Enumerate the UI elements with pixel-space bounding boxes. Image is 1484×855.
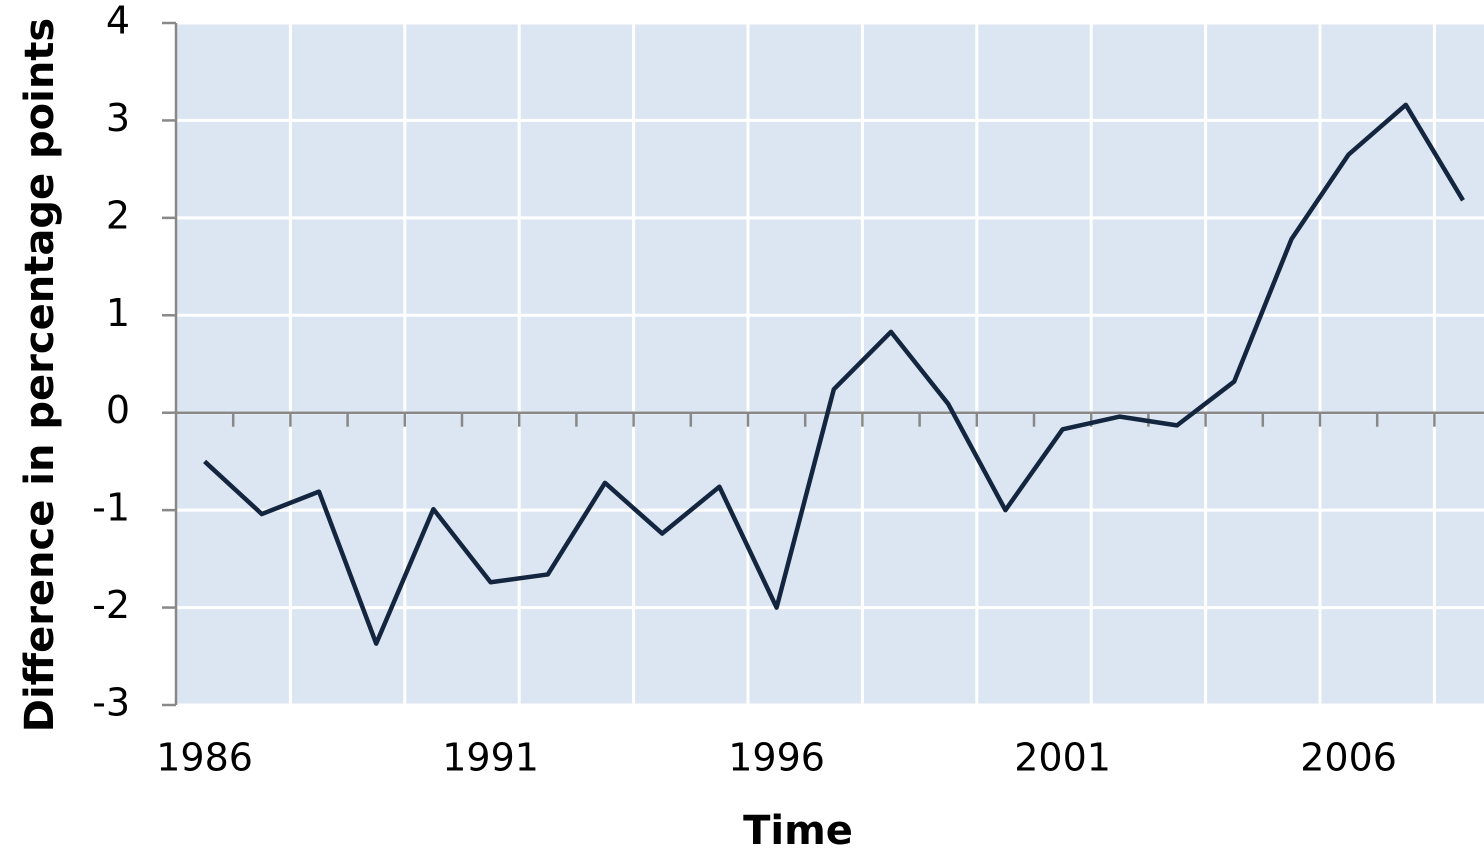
x-tick-label: 2006 bbox=[1300, 736, 1397, 780]
y-axis-title: Difference in percentage points bbox=[17, 18, 63, 733]
plot-area bbox=[176, 23, 1484, 705]
y-tick-label: -3 bbox=[92, 681, 130, 725]
y-tick-label: 0 bbox=[106, 388, 130, 432]
y-tick-label: 1 bbox=[106, 291, 130, 335]
x-tick-label: 1986 bbox=[156, 736, 253, 780]
y-tick-label: -1 bbox=[92, 486, 130, 530]
x-axis-title: Time bbox=[743, 808, 853, 854]
x-tick-label: 2001 bbox=[1014, 736, 1111, 780]
x-tick-label: 1991 bbox=[442, 736, 539, 780]
y-tick-label: 4 bbox=[106, 0, 130, 43]
y-tick-label: -2 bbox=[92, 583, 130, 627]
data-line bbox=[203, 102, 1465, 646]
x-tick-label: 1996 bbox=[728, 736, 825, 780]
y-tick-label: 2 bbox=[106, 193, 130, 237]
y-tick-label: 3 bbox=[106, 96, 130, 140]
